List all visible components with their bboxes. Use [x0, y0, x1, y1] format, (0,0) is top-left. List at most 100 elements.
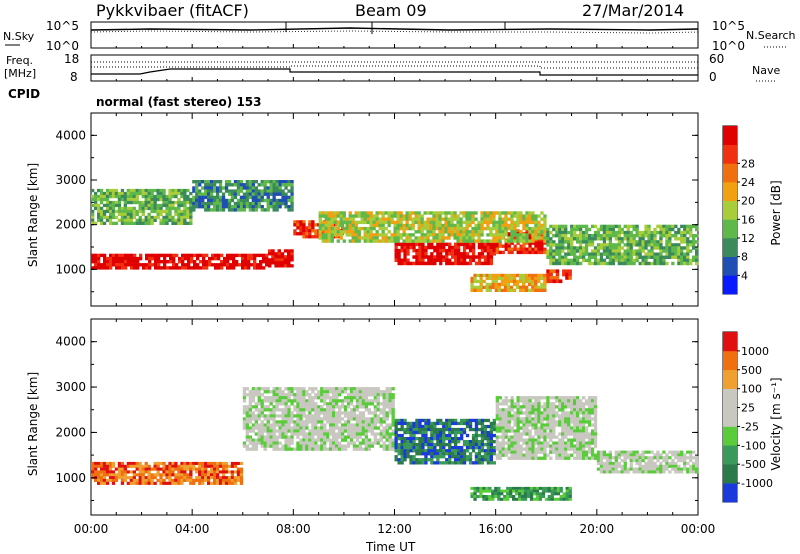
velocity-cell [299, 402, 303, 406]
power-cell [324, 223, 328, 228]
velocity-cell [433, 430, 437, 435]
velocity-cell [492, 421, 496, 426]
velocity-cell [361, 420, 366, 424]
velocity-cell [391, 417, 395, 421]
velocity-cell [468, 418, 473, 423]
velocity-cell [593, 441, 598, 445]
power-cell [477, 220, 481, 225]
velocity-cell [269, 417, 273, 421]
power-cell [260, 195, 264, 200]
velocity-cell [355, 426, 360, 430]
power-cell [427, 245, 431, 250]
velocity-cell [260, 432, 264, 436]
velocity-cell [105, 464, 110, 468]
power-cell [480, 233, 484, 237]
velocity-cell [102, 481, 107, 485]
power-cell [396, 239, 400, 243]
velocity-cell [376, 393, 380, 397]
velocity-cell [471, 437, 476, 441]
velocity-cell [245, 414, 249, 418]
power-cell [432, 230, 436, 234]
velocity-cell [546, 453, 550, 457]
velocity-cell [382, 417, 386, 421]
velocity-cell [590, 408, 595, 412]
velocity-cell [507, 456, 511, 460]
power-cell [632, 261, 636, 266]
power-cell [141, 191, 145, 196]
velocity-cell [510, 453, 514, 457]
power-cell [144, 215, 148, 220]
velocity-cell [473, 497, 477, 501]
power-cell [507, 239, 511, 243]
velocity-cell [317, 429, 321, 433]
velocity-cell [587, 447, 592, 451]
freq-step-line [91, 68, 698, 76]
velocity-cell [156, 464, 160, 468]
velocity-cell [492, 433, 496, 438]
velocity-cell [555, 444, 559, 448]
velocity-cell [394, 424, 398, 429]
velocity-cell [132, 481, 136, 485]
velocity-cell [147, 470, 151, 474]
power-cell [230, 189, 235, 193]
velocity-cell [138, 473, 142, 477]
velocity-cell [287, 426, 291, 430]
power-cell [626, 234, 630, 238]
velocity-cell [528, 399, 532, 403]
velocity-cell [513, 417, 517, 421]
velocity-cell [284, 432, 288, 436]
velocity-cell [593, 405, 598, 409]
power-cell [528, 220, 532, 225]
power-cell [308, 226, 312, 230]
power-cell [555, 258, 559, 263]
velocity-cell [400, 461, 404, 465]
power-cell [638, 240, 642, 244]
power-cell [218, 195, 223, 200]
power-cell [492, 252, 496, 256]
velocity-cell [299, 444, 303, 448]
velocity-cell [477, 427, 482, 432]
velocity-cell [257, 417, 261, 421]
velocity-cell [266, 390, 270, 394]
power-cell [414, 217, 418, 221]
velocity-cell [504, 453, 508, 457]
power-cell [510, 214, 514, 218]
velocity-cell [311, 426, 315, 430]
power-cell [507, 226, 511, 231]
velocity-cell [284, 435, 288, 439]
power-cell [336, 230, 340, 234]
velocity-cell [177, 473, 181, 477]
velocity-cell [567, 432, 571, 436]
power-cell [602, 252, 607, 256]
power-cell [148, 266, 152, 270]
velocity-cell [332, 387, 336, 391]
power-cell [174, 209, 178, 214]
beam-label: Beam 09 [355, 1, 427, 20]
power-cell [174, 200, 178, 205]
velocity-cell [186, 461, 190, 465]
velocity-cell [584, 402, 589, 406]
velocity-cell [579, 456, 583, 460]
power-cell [473, 273, 477, 278]
power-cell [507, 223, 511, 228]
velocity-cell [391, 441, 395, 445]
velocity-cell [430, 458, 434, 462]
power-cell [491, 285, 495, 289]
velocity-cell [284, 411, 288, 415]
velocity-cell [504, 426, 508, 430]
power-cell [605, 249, 610, 253]
velocity-cell [320, 432, 324, 436]
power-cell [567, 230, 571, 235]
velocity-cell [409, 421, 413, 426]
power-cell [210, 195, 214, 200]
velocity-cell [519, 447, 523, 451]
power-cell [360, 214, 364, 218]
power-cell [632, 258, 636, 263]
power-cell [153, 209, 157, 214]
power-cell [135, 191, 139, 196]
power-cell [339, 223, 343, 228]
velocity-cell [555, 411, 559, 415]
velocity-cell [227, 470, 232, 474]
power-cell [254, 189, 258, 193]
power-cell [457, 252, 461, 256]
